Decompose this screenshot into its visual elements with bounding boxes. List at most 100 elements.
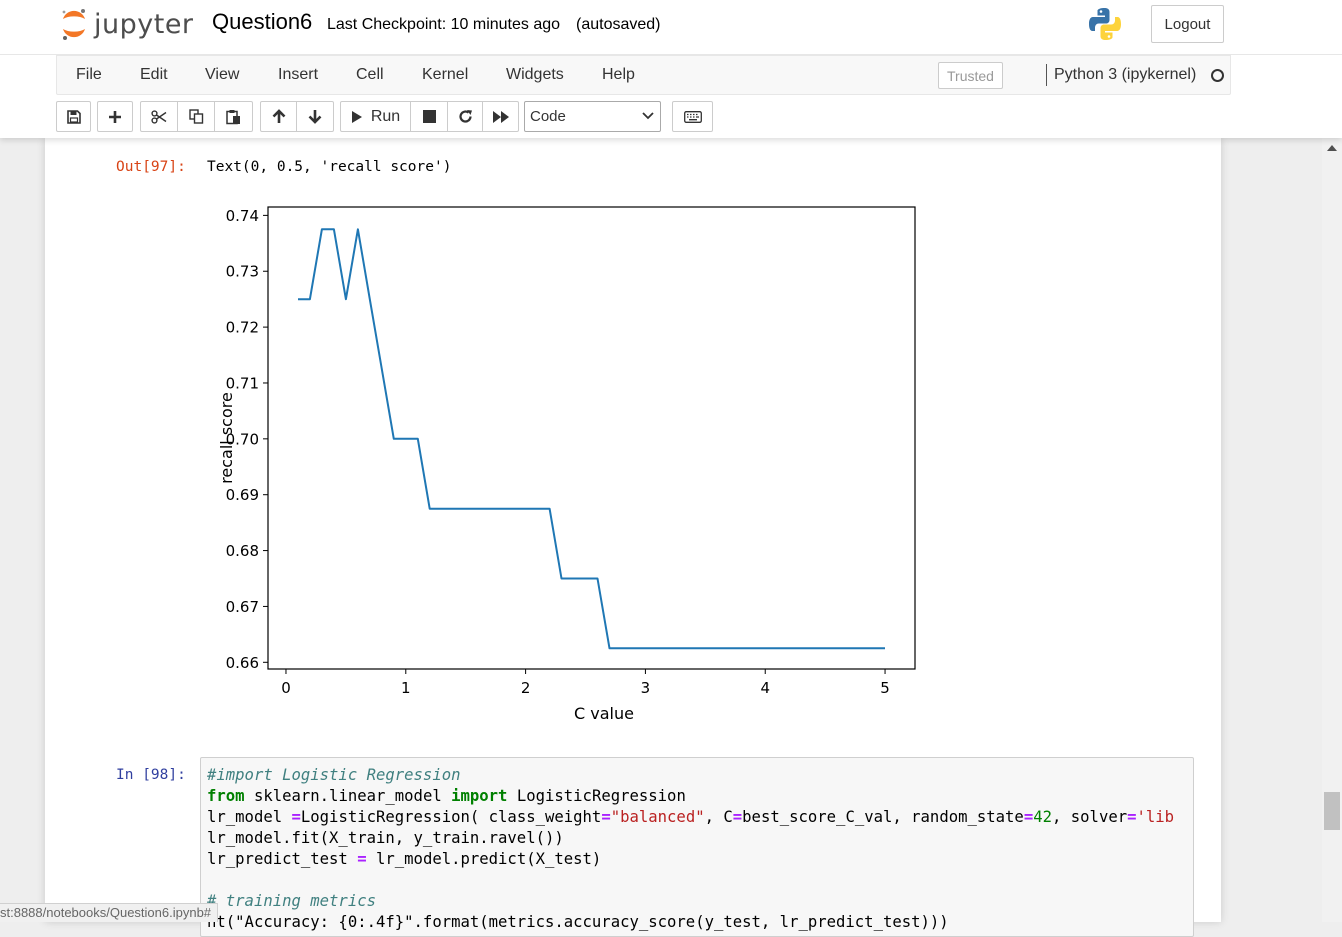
- trusted-indicator[interactable]: Trusted: [938, 62, 1003, 89]
- restart-icon: [458, 110, 472, 123]
- restart-run-all-button[interactable]: [482, 101, 519, 132]
- menubar: File Edit View Insert Cell Kernel Widget…: [56, 55, 1231, 95]
- code-line: #import Logistic Regression: [207, 765, 460, 785]
- code-token: lr_model: [207, 808, 292, 826]
- jupyter-logo-icon: [62, 9, 85, 40]
- code-token: 'lib: [1136, 808, 1175, 826]
- copy-icon: [188, 109, 203, 124]
- code-line: # training metrics: [207, 891, 376, 911]
- interrupt-button[interactable]: [410, 101, 448, 132]
- y-tick-label: 0.72: [226, 319, 259, 337]
- code-token: lr_predict_test: [207, 850, 358, 868]
- run-icon: [351, 110, 362, 123]
- x-axis-label: C value: [574, 704, 634, 723]
- y-tick-label: 0.68: [226, 542, 259, 560]
- page-scrollbar[interactable]: [1322, 138, 1342, 922]
- menu-help[interactable]: Help: [602, 66, 635, 83]
- code-token: =: [1127, 808, 1137, 826]
- copy-button[interactable]: [177, 101, 215, 132]
- code-token: "balanced": [610, 808, 705, 826]
- code-token: lr_model.predict(X_test): [366, 850, 602, 868]
- recall-line-chart: 0.66 0.67 0.68 0.69 0.70 0.71 0.72 0.73 0.74 0 1 2…: [217, 206, 916, 723]
- code-token: from: [207, 787, 245, 805]
- paste-button[interactable]: [214, 101, 253, 132]
- command-palette-button[interactable]: [672, 101, 713, 132]
- chart-series: [298, 228, 885, 650]
- run-label: Run: [370, 107, 401, 125]
- keyboard-icon: [683, 110, 702, 123]
- code-cell-editor[interactable]: #import Logistic Regression from sklearn.…: [200, 757, 1194, 937]
- series-line: [298, 228, 885, 650]
- output-prompt: Out[97]:: [116, 159, 186, 175]
- y-axis-ticks: 0.66 0.67 0.68 0.69 0.70 0.71 0.72 0.73 0.74: [226, 207, 268, 672]
- code-token: , C: [704, 808, 733, 826]
- scroll-up-icon[interactable]: [1327, 144, 1337, 151]
- menu-edit[interactable]: Edit: [140, 66, 168, 83]
- menu-widgets[interactable]: Widgets: [506, 66, 564, 83]
- menu-file[interactable]: File: [76, 66, 102, 83]
- code-token: =: [291, 808, 301, 826]
- y-tick-label: 0.74: [226, 207, 259, 225]
- code-line: from sklearn.linear_model import Logisti…: [207, 786, 686, 806]
- code-token: =: [601, 808, 611, 826]
- move-up-button[interactable]: [260, 101, 297, 132]
- x-tick-label: 4: [760, 679, 770, 697]
- output-text: Text(0, 0.5, 'recall score'): [207, 159, 452, 175]
- plus-icon: [109, 110, 121, 123]
- cell-type-select[interactable]: Code: [524, 101, 661, 132]
- arrow-up-icon: [272, 109, 285, 123]
- y-tick-label: 0.73: [226, 263, 259, 281]
- code-token: =: [732, 808, 743, 826]
- code-token: import: [451, 787, 508, 805]
- kernel-name[interactable]: Python 3 (ipykernel): [1054, 66, 1197, 83]
- jupyter-logo[interactable]: jupyter: [60, 6, 194, 42]
- code-token: =: [1023, 808, 1034, 826]
- save-icon: [66, 109, 81, 124]
- code-token: sklearn.linear_model: [244, 787, 452, 805]
- header: jupyter Question6 Last Checkpoint: 10 mi…: [0, 0, 1342, 138]
- menu-view[interactable]: View: [205, 66, 240, 83]
- y-tick-label: 0.66: [226, 654, 259, 672]
- code-token: =: [357, 850, 367, 868]
- y-tick-label: 0.70: [226, 430, 259, 448]
- code-token: LogisticRegression: [507, 787, 686, 805]
- x-axis-ticks: 0 1 2 3 4 5: [281, 669, 890, 697]
- move-down-button[interactable]: [296, 101, 334, 132]
- code-line: nt("Accuracy: {0:.4f}".format(metrics.ac…: [207, 912, 949, 932]
- checkpoint-status: Last Checkpoint: 10 minutes ago: [327, 16, 561, 33]
- logout-button[interactable]: Logout: [1151, 5, 1224, 43]
- scroll-thumb[interactable]: [1324, 792, 1340, 830]
- y-tick-label: 0.71: [226, 374, 259, 392]
- code-token: # training metrics: [207, 892, 376, 910]
- menu-insert[interactable]: Insert: [278, 66, 319, 83]
- code-line: lr_model =LogisticRegression( class_weig…: [207, 807, 1174, 827]
- insert-cell-button[interactable]: [97, 101, 133, 132]
- x-tick-label: 2: [521, 679, 531, 697]
- logo-text: jupyter: [94, 8, 194, 40]
- x-tick-label: 0: [281, 679, 291, 697]
- kernel-divider: [1046, 64, 1047, 86]
- notebook-container: Out[97]: Text(0, 0.5, 'recall score') 0.…: [45, 138, 1221, 937]
- code-token: lr_model.fit(X_train, y_train.ravel()): [207, 829, 564, 847]
- save-button[interactable]: [56, 101, 91, 132]
- y-tick-label: 0.69: [226, 486, 259, 504]
- notebook-name[interactable]: Question6: [212, 9, 313, 34]
- run-button[interactable]: Run: [340, 101, 411, 132]
- code-token: LogisticRegression( class_weight: [300, 808, 602, 826]
- code-token: #import Logistic Regression: [207, 766, 461, 784]
- x-tick-label: 5: [880, 679, 890, 697]
- cut-icon: [151, 109, 167, 124]
- code-token: best_score_C_val, random_state: [742, 808, 1024, 826]
- menu-cell[interactable]: Cell: [356, 66, 384, 83]
- cell-type-value: Code: [530, 108, 566, 125]
- python-logo-icon: [1089, 8, 1121, 40]
- x-tick-label: 3: [641, 679, 651, 697]
- stop-icon: [422, 110, 436, 123]
- cut-button[interactable]: [140, 101, 178, 132]
- kernel-idle-icon: [1211, 69, 1224, 82]
- restart-button[interactable]: [447, 101, 483, 132]
- menu-kernel[interactable]: Kernel: [422, 66, 469, 83]
- y-tick-label: 0.67: [226, 598, 259, 616]
- arrow-down-icon: [308, 110, 322, 124]
- paste-icon: [226, 109, 240, 124]
